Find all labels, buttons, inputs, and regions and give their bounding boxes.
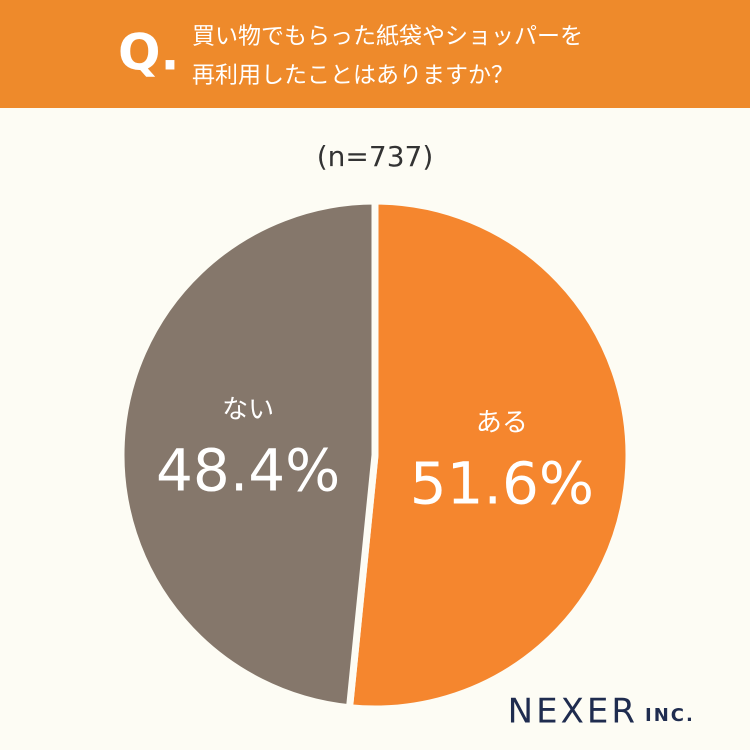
pie [117, 197, 633, 713]
pie-slice [117, 197, 379, 712]
slice-value-label: 51.6% [410, 449, 594, 517]
pie-slice [346, 197, 633, 713]
slice-category-label: ない [222, 395, 274, 425]
logo-suffix: INC. [645, 705, 695, 726]
subtitle: (n=737) [317, 140, 434, 173]
title-prefix: Q. [118, 24, 180, 82]
slice-category-label: ある [476, 408, 528, 438]
title-line: 再利用したことはありますか？ [192, 63, 514, 89]
logo: NEXER [508, 692, 638, 732]
title-line: 買い物でもらった紙袋やショッパーを [192, 24, 583, 50]
slice-value-label: 48.4% [156, 437, 340, 505]
header-band [0, 0, 750, 108]
